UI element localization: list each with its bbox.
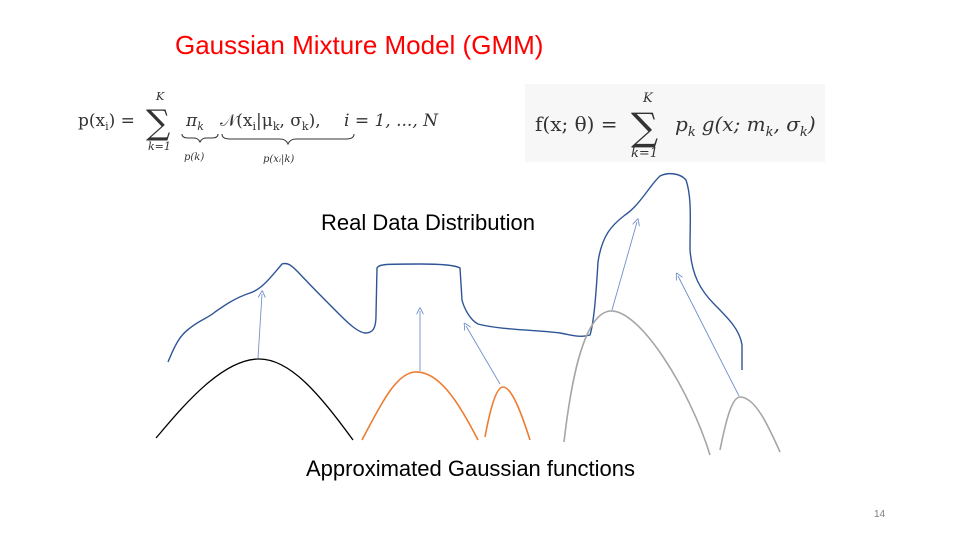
- mapping-arrow-5: [678, 276, 740, 397]
- page-number: 14: [874, 509, 886, 520]
- gaussian-kernel: g(x; m: [702, 112, 766, 136]
- sum-sign-right: ∑: [631, 105, 658, 149]
- mapping-arrow-1: [257, 294, 262, 359]
- svg-text:p(xi) =: p(xi) =: [78, 111, 135, 133]
- real-data-curve: [167, 172, 743, 370]
- real-data-label: Real Data Distribution: [321, 210, 535, 235]
- formula-left-lhs: p(x: [78, 111, 106, 131]
- density-lhs: f(x; θ) =: [535, 112, 618, 136]
- sum-sign: ∑: [146, 103, 170, 143]
- mixing-weight: π: [185, 111, 198, 131]
- underbrace-likelihood: [221, 133, 355, 146]
- svg-text:πk: πk: [185, 111, 204, 133]
- gaussian-component-black: [155, 358, 354, 441]
- underbrace-weight: [181, 133, 219, 144]
- slide-title: Gaussian Mixture Model (GMM): [175, 30, 544, 60]
- sum-upper-limit-right: K: [642, 91, 654, 106]
- svg-text:𝒩(xi|μk, σk),: 𝒩(xi|μk, σk),: [220, 111, 321, 133]
- gmm-probability-formula: p(xi) = K ∑ k=1 πk p(k) 𝒩(xi|μk, σk), p(…: [78, 90, 439, 165]
- component-weight: p: [675, 112, 688, 136]
- gaussian-component-gray-2: [719, 396, 781, 453]
- mapping-arrow-4: [611, 222, 637, 311]
- sum-lower-limit-right: k=1: [631, 146, 658, 161]
- index-range: i = 1, ..., N: [344, 111, 439, 131]
- mapping-arrow-3: [466, 326, 501, 385]
- gmm-density-formula: f(x; θ) = K ∑ k=1 pk g(x; mk, σk): [525, 84, 825, 162]
- svg-text:pkg(x; mk, σk): pk g(x; mk, σk): [675, 112, 816, 140]
- sum-lower-limit: k=1: [148, 140, 171, 153]
- brace-label-likelihood: p(xᵢ|k): [263, 154, 294, 165]
- sum-upper-limit: K: [155, 90, 165, 103]
- brace-label-prior: p(k): [184, 152, 204, 163]
- gaussian-component-gray-1: [563, 310, 711, 456]
- approximated-gaussians-label: Approximated Gaussian functions: [306, 456, 635, 481]
- normal-distribution: 𝒩(x: [220, 111, 253, 131]
- gaussian-component-orange-2: [484, 386, 531, 441]
- gaussian-component-orange-1: [361, 371, 479, 441]
